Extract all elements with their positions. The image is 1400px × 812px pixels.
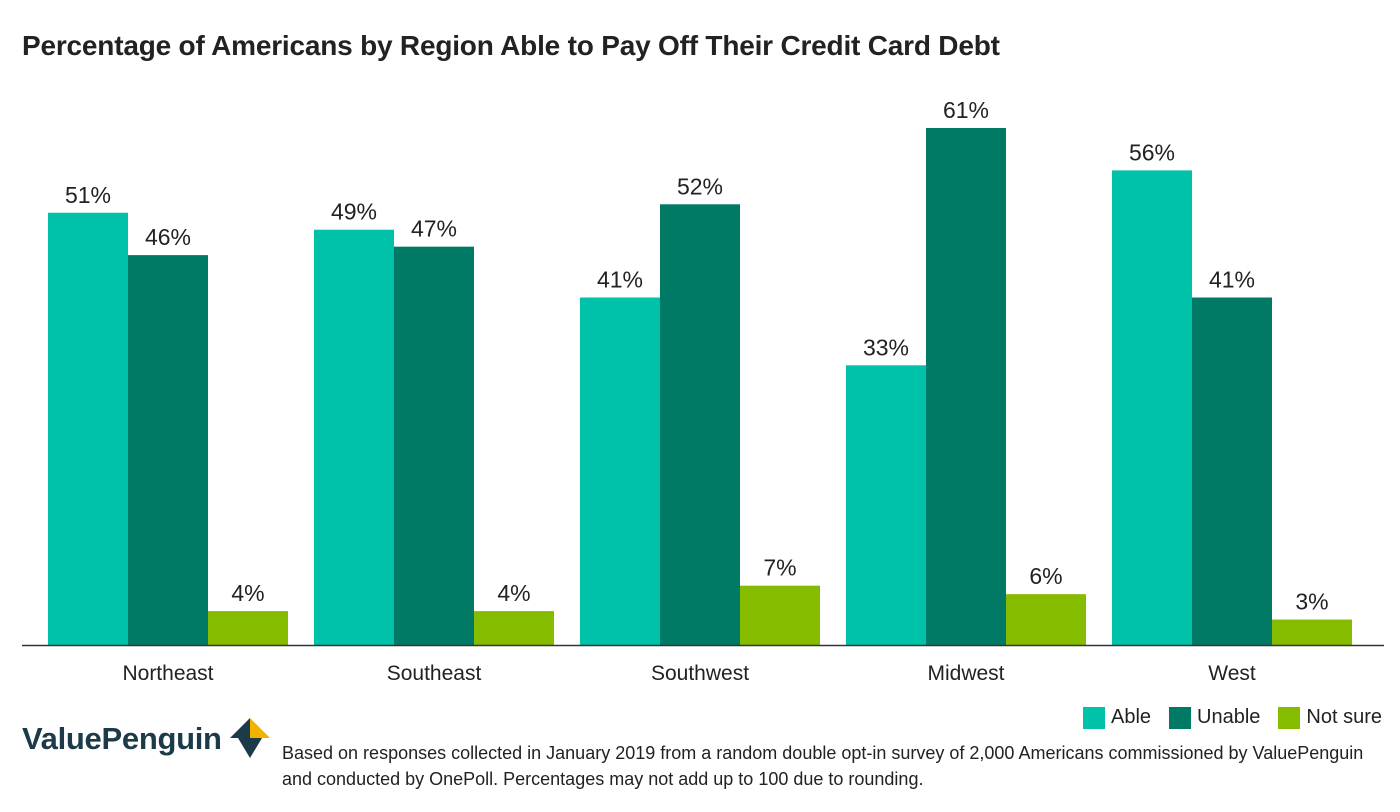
legend-swatch-not-sure xyxy=(1278,706,1301,729)
chart-title: Percentage of Americans by Region Able t… xyxy=(22,30,1000,61)
bar-unable-west xyxy=(1192,297,1272,645)
data-label-able-midwest: 33% xyxy=(863,334,909,360)
valuepenguin-logo-icon xyxy=(229,718,270,758)
data-label-not-sure-midwest: 6% xyxy=(1029,563,1062,589)
bar-able-southeast xyxy=(314,229,394,645)
x-tick-label-southeast: Southeast xyxy=(387,662,482,685)
bar-not-sure-southwest xyxy=(740,585,820,645)
data-label-unable-northeast: 46% xyxy=(145,224,191,250)
bar-unable-northeast xyxy=(128,255,208,645)
legend-label-able: Able xyxy=(1110,706,1152,728)
bar-not-sure-southeast xyxy=(474,611,554,645)
bar-unable-southeast xyxy=(394,246,474,645)
legend-item-able: Able xyxy=(1082,706,1152,729)
brand-logo: ValuePenguin xyxy=(22,718,270,760)
legend-item-not-sure: Not sure xyxy=(1278,706,1382,729)
x-tick-label-southwest: Southwest xyxy=(651,662,749,685)
bar-unable-southwest xyxy=(660,204,740,645)
data-label-not-sure-southeast: 4% xyxy=(497,580,530,606)
legend-swatch-able xyxy=(1082,706,1105,729)
data-label-able-southwest: 41% xyxy=(597,267,643,293)
bar-unable-midwest xyxy=(926,128,1006,645)
x-tick-label-midwest: Midwest xyxy=(927,662,1004,685)
legend: Able Unable Not sure xyxy=(1082,706,1382,729)
data-label-not-sure-southwest: 7% xyxy=(763,555,796,581)
bar-able-northeast xyxy=(48,212,128,646)
data-label-able-southeast: 49% xyxy=(331,199,377,225)
bar-not-sure-northeast xyxy=(208,611,288,645)
legend-label-not-sure: Not sure xyxy=(1306,706,1382,728)
footnote: Based on responses collected in January … xyxy=(282,743,1364,789)
bar-not-sure-west xyxy=(1272,619,1352,645)
bar-chart: 51% 46% 4% Northeast 49% 47% 4% Southeast 41% 52%… xyxy=(22,97,1384,685)
data-label-unable-southeast: 47% xyxy=(411,216,457,242)
data-label-unable-midwest: 61% xyxy=(943,97,989,123)
data-label-able-west: 56% xyxy=(1129,139,1175,165)
data-label-unable-southwest: 52% xyxy=(677,173,723,199)
legend-item-unable: Unable xyxy=(1169,706,1260,729)
data-label-able-northeast: 51% xyxy=(65,182,111,208)
data-label-unable-west: 41% xyxy=(1209,267,1255,293)
data-label-not-sure-west: 3% xyxy=(1295,589,1328,615)
bar-able-midwest xyxy=(846,365,926,645)
logo-text: ValuePenguin xyxy=(22,721,222,756)
bar-able-west xyxy=(1112,170,1192,645)
bar-able-southwest xyxy=(580,297,660,645)
x-tick-label-west: West xyxy=(1208,662,1256,685)
bar-not-sure-midwest xyxy=(1006,594,1086,645)
legend-label-unable: Unable xyxy=(1197,706,1261,728)
legend-swatch-unable xyxy=(1169,706,1192,729)
x-tick-label-northeast: Northeast xyxy=(122,662,213,685)
data-label-not-sure-northeast: 4% xyxy=(231,580,264,606)
